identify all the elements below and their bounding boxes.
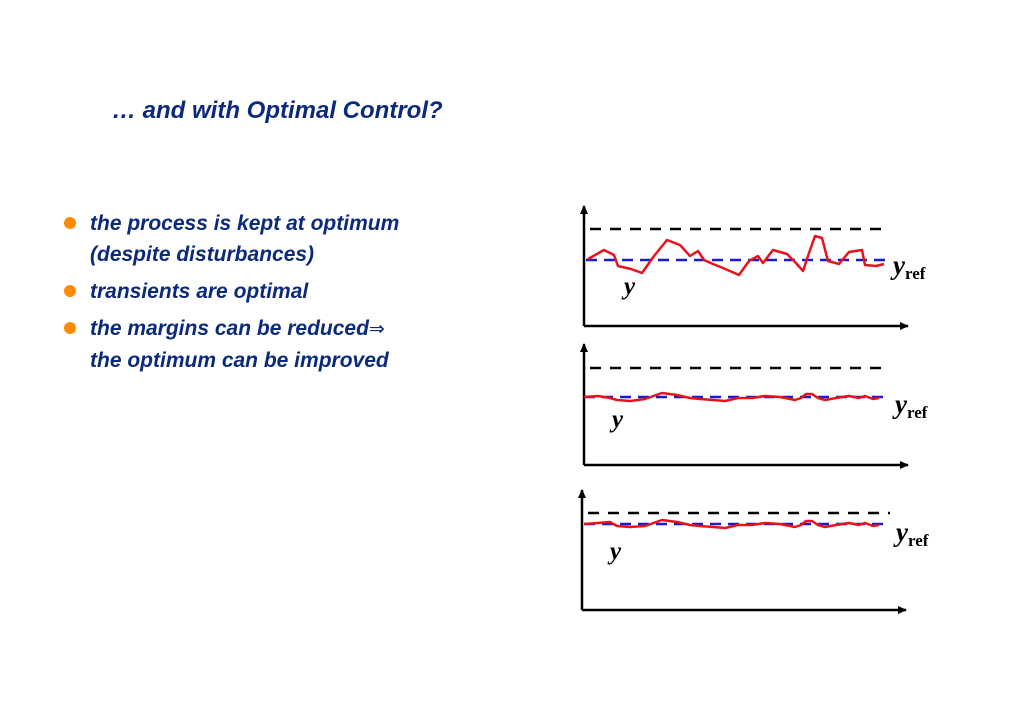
y-label: y [609, 406, 624, 433]
yref-label: yref [890, 250, 926, 283]
bullet-text: (despite disturbances) [90, 243, 315, 266]
yref-sub: ref [908, 531, 929, 550]
output-signal [583, 518, 880, 530]
bullet-text-with-arrow: the margins can be reduced⇒ [90, 313, 532, 345]
yref-main: y [890, 250, 906, 280]
yref-main: y [893, 517, 909, 547]
bullet-list: the process is kept at optimum (despite … [62, 208, 532, 382]
bullet-dot-icon [64, 217, 76, 229]
plot-panel-reduced-margin: y yref [578, 489, 929, 614]
output-signal [587, 234, 885, 277]
yref-label: yref [893, 517, 929, 550]
bullet-dot-icon [64, 322, 76, 334]
bullet-dot-icon [64, 285, 76, 297]
bullet-item-margins: the margins can be reduced⇒ the optimum … [62, 313, 532, 376]
plot-panel-large-variance: y yref [580, 205, 926, 330]
bullet-text: the optimum can be improved [90, 349, 389, 372]
yref-sub: ref [907, 403, 928, 422]
y-label: y [607, 538, 622, 565]
bullet-text: the process is kept at optimum [90, 212, 400, 235]
bullet-item-transients: transients are optimal [62, 276, 532, 307]
yref-main: y [892, 389, 908, 419]
bullet-text: the margins can be reduced [90, 317, 369, 340]
slide-title: … and with Optimal Control? [112, 97, 443, 124]
bullet-text: transients are optimal [90, 280, 309, 303]
y-label: y [621, 273, 636, 300]
plot-panel-reduced-variance: y yref [580, 343, 928, 469]
implies-arrow-icon: ⇒ [368, 318, 385, 340]
yref-sub: ref [905, 264, 926, 283]
bullet-item-optimum: the process is kept at optimum (despite … [62, 208, 532, 270]
yref-label: yref [892, 389, 928, 422]
output-signal [583, 391, 880, 403]
